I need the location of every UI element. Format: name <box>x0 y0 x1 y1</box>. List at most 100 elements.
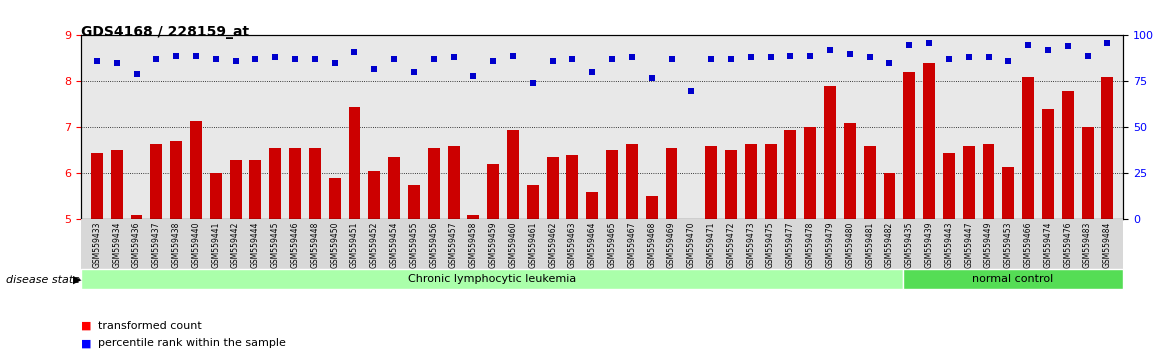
Text: GSM559480: GSM559480 <box>845 222 855 268</box>
Bar <box>229 160 242 219</box>
Text: GDS4168 / 228159_at: GDS4168 / 228159_at <box>81 25 249 39</box>
Bar <box>784 130 797 219</box>
Point <box>186 53 205 58</box>
Point <box>900 42 918 47</box>
Point <box>325 60 344 66</box>
Text: GSM559458: GSM559458 <box>469 222 478 268</box>
Bar <box>962 146 975 219</box>
Point <box>980 55 998 60</box>
Text: GSM559469: GSM559469 <box>667 222 676 268</box>
Bar <box>1101 77 1113 219</box>
Bar <box>329 178 340 219</box>
Bar <box>1003 166 1014 219</box>
Text: GSM559453: GSM559453 <box>1004 222 1013 268</box>
Text: ■: ■ <box>81 321 91 331</box>
Text: GSM559479: GSM559479 <box>826 222 835 268</box>
Point <box>167 53 185 58</box>
Bar <box>427 148 440 219</box>
Text: GSM559467: GSM559467 <box>628 222 637 268</box>
Point <box>682 88 701 93</box>
Point <box>563 57 581 62</box>
Point <box>880 60 899 66</box>
Text: GSM559441: GSM559441 <box>211 222 220 268</box>
Text: GSM559462: GSM559462 <box>548 222 557 268</box>
Bar <box>764 143 777 219</box>
Text: GSM559442: GSM559442 <box>232 222 240 268</box>
Point <box>226 58 244 64</box>
Point <box>108 60 126 66</box>
Text: GSM559451: GSM559451 <box>350 222 359 268</box>
Text: GSM559482: GSM559482 <box>885 222 894 268</box>
Text: GSM559450: GSM559450 <box>330 222 339 268</box>
Text: GSM559456: GSM559456 <box>430 222 438 268</box>
Point <box>425 57 444 62</box>
Text: GSM559439: GSM559439 <box>924 222 933 268</box>
Point <box>860 55 879 60</box>
Text: GSM559434: GSM559434 <box>112 222 122 268</box>
Point <box>603 57 622 62</box>
Text: GSM559433: GSM559433 <box>93 222 102 268</box>
Point <box>345 49 364 55</box>
Text: percentile rank within the sample: percentile rank within the sample <box>98 338 286 348</box>
Bar <box>309 148 321 219</box>
Text: GSM559481: GSM559481 <box>865 222 874 268</box>
Bar <box>408 185 420 219</box>
Bar <box>1062 91 1073 219</box>
Text: GSM559449: GSM559449 <box>984 222 994 268</box>
Point <box>1058 44 1077 49</box>
Bar <box>903 72 915 219</box>
Point <box>841 51 859 57</box>
Bar <box>923 63 935 219</box>
Bar <box>91 153 103 219</box>
Bar <box>270 148 281 219</box>
Text: GSM559443: GSM559443 <box>945 222 953 268</box>
Bar <box>1082 127 1093 219</box>
Bar <box>507 130 519 219</box>
Text: GSM559464: GSM559464 <box>588 222 596 268</box>
Bar <box>170 141 182 219</box>
Point <box>266 55 285 60</box>
Text: GSM559468: GSM559468 <box>647 222 657 268</box>
Bar <box>388 157 400 219</box>
Point <box>821 47 840 53</box>
Point <box>702 57 720 62</box>
Bar <box>745 143 756 219</box>
Text: ■: ■ <box>81 338 91 348</box>
Bar <box>249 160 262 219</box>
Bar <box>943 153 955 219</box>
Text: GSM559459: GSM559459 <box>489 222 498 268</box>
Bar <box>368 171 380 219</box>
Text: GSM559457: GSM559457 <box>449 222 459 268</box>
Bar <box>111 150 123 219</box>
Point <box>484 58 503 64</box>
Point <box>801 53 820 58</box>
Point <box>582 69 601 75</box>
Bar <box>547 157 558 219</box>
Point <box>504 53 522 58</box>
Point <box>1078 53 1097 58</box>
Text: GSM559460: GSM559460 <box>508 222 518 268</box>
Bar <box>686 219 697 222</box>
Bar <box>488 164 499 219</box>
Point <box>464 73 483 79</box>
Point <box>286 57 305 62</box>
Bar <box>210 173 221 219</box>
Text: GSM559466: GSM559466 <box>1024 222 1033 268</box>
Text: GSM559473: GSM559473 <box>746 222 755 268</box>
Text: GSM559446: GSM559446 <box>291 222 300 268</box>
Bar <box>824 86 836 219</box>
Bar <box>805 127 816 219</box>
Point <box>939 57 958 62</box>
Text: GSM559483: GSM559483 <box>1083 222 1092 268</box>
Text: GSM559440: GSM559440 <box>191 222 200 268</box>
Text: GSM559478: GSM559478 <box>806 222 815 268</box>
Point <box>1019 42 1038 47</box>
Text: ▶: ▶ <box>73 275 81 285</box>
Text: GSM559447: GSM559447 <box>965 222 973 268</box>
Text: GSM559437: GSM559437 <box>152 222 161 268</box>
Text: GSM559476: GSM559476 <box>1063 222 1072 268</box>
Text: GSM559463: GSM559463 <box>567 222 577 268</box>
Bar <box>606 150 618 219</box>
Bar <box>290 148 301 219</box>
Text: GSM559444: GSM559444 <box>251 222 259 268</box>
